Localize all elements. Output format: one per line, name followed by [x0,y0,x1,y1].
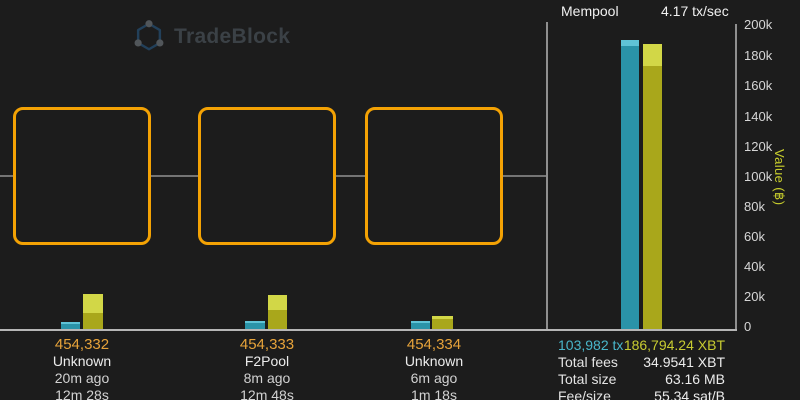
block1-solve-time: 12m 28s [55,387,109,400]
block3-miner: Unknown [404,353,464,369]
bar-cap [621,40,639,46]
bar-body [268,310,287,329]
block2-solve-time: 12m 48s [240,387,294,400]
stat-label-total-fees: Total fees [558,354,618,370]
ytick-0: 0 [744,319,752,334]
block1-miner: Unknown [52,353,112,369]
brand-name: TradeBlock [174,24,291,48]
ytick-200k: 200k [744,17,773,32]
block1-age: 20m ago [54,370,110,386]
block3-value-mini-bar[interactable] [432,316,453,329]
bar-cap [268,295,287,310]
ytick-180k: 180k [744,48,773,63]
bar-body [61,324,80,329]
block1-value-mini-bar[interactable] [83,294,103,329]
block2-value-mini-bar[interactable] [268,295,287,329]
block2-age: 8m ago [243,370,291,386]
mempool-right-axis [735,24,737,329]
ytick-80k: 80k [744,199,765,214]
tradeblock-logo[interactable]: TradeBlock [132,19,290,54]
block1-caption: 454,332 Unknown 20m ago 12m 28s [13,336,151,400]
bar-body [83,313,103,329]
bar-cap [643,44,662,66]
mempool-txcount-bar[interactable] [621,40,639,329]
bar-cap [61,322,80,324]
mempool-tx-rate: 4.17 tx/sec [661,3,729,19]
block3-age: 6m ago [410,370,458,386]
ytick-20k: 20k [744,289,765,304]
bar-body [411,323,430,329]
bar-cap [411,321,430,323]
bar-body [245,323,265,329]
ytick-160k: 160k [744,78,773,93]
block3-solve-time: 1m 18s [411,387,457,400]
stat-value-fee-size: 55.34 sat/B [654,388,725,400]
block2-caption: 454,333 F2Pool 8m ago 12m 48s [198,336,336,400]
bar-body [621,46,639,329]
ytick-60k: 60k [744,229,765,244]
block3-caption: 454,334 Unknown 6m ago 1m 18s [365,336,503,400]
block1-height-link[interactable]: 454,332 [54,336,110,353]
block2-miner: F2Pool [244,353,290,369]
y-axis-label: Value (฿) [772,149,787,206]
ytick-140k: 140k [744,109,773,124]
bar-body [643,66,662,329]
block-454333[interactable] [198,107,336,245]
block-454332[interactable] [13,107,151,245]
stat-label-total-size: Total size [558,371,617,387]
stat-value-total-fees: 34.9541 XBT [643,354,725,370]
block-454334[interactable] [365,107,503,245]
mempool-tx-count: 103,982 tx [558,337,624,353]
block1-txcount-mini-bar[interactable] [61,322,80,329]
mempool-total-value: 186,794.24 XBT [623,337,725,353]
mempool-value-bar[interactable] [643,44,662,329]
chart-baseline [0,329,737,331]
ytick-40k: 40k [744,259,765,274]
mempool-left-axis [546,22,548,329]
mempool-stats-values: 186,794.24 XBT 34.9541 XBT 63.16 MB 55.3… [624,337,725,400]
stat-value-total-size: 63.16 MB [665,371,725,387]
mempool-stats-labels: 103,982 tx Total fees Total size Fee/siz… [558,337,623,400]
tradeblock-hexagon-icon [134,20,164,51]
ytick-120k: 120k [744,139,773,154]
stat-label-fee-size: Fee/size [558,388,611,400]
ytick-100k: 100k [744,169,773,184]
bar-body [432,319,453,329]
block3-height-link[interactable]: 454,334 [406,336,462,353]
bar-cap [245,321,265,323]
block3-txcount-mini-bar[interactable] [411,321,430,329]
mempool-title: Mempool [561,3,619,19]
bar-cap [83,294,103,313]
block2-txcount-mini-bar[interactable] [245,321,265,329]
bar-cap [432,316,453,319]
block2-height-link[interactable]: 454,333 [239,336,295,353]
